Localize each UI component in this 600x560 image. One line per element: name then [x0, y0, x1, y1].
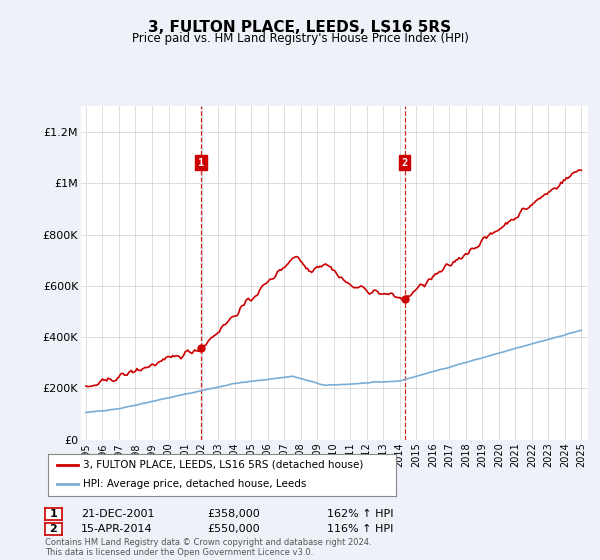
Text: 162% ↑ HPI: 162% ↑ HPI — [327, 509, 394, 519]
Text: £550,000: £550,000 — [207, 524, 260, 534]
Text: Contains HM Land Registry data © Crown copyright and database right 2024.
This d: Contains HM Land Registry data © Crown c… — [45, 538, 371, 557]
Text: 2: 2 — [401, 158, 407, 168]
Text: 1: 1 — [198, 158, 204, 168]
Text: £358,000: £358,000 — [207, 509, 260, 519]
Text: HPI: Average price, detached house, Leeds: HPI: Average price, detached house, Leed… — [83, 479, 306, 489]
Text: 3, FULTON PLACE, LEEDS, LS16 5RS: 3, FULTON PLACE, LEEDS, LS16 5RS — [148, 20, 452, 35]
Text: 2: 2 — [50, 524, 57, 534]
Text: 116% ↑ HPI: 116% ↑ HPI — [327, 524, 394, 534]
Text: 15-APR-2014: 15-APR-2014 — [81, 524, 152, 534]
Text: Price paid vs. HM Land Registry's House Price Index (HPI): Price paid vs. HM Land Registry's House … — [131, 32, 469, 45]
Text: 3, FULTON PLACE, LEEDS, LS16 5RS (detached house): 3, FULTON PLACE, LEEDS, LS16 5RS (detach… — [83, 460, 363, 470]
Text: 1: 1 — [50, 509, 57, 519]
Text: 21-DEC-2001: 21-DEC-2001 — [81, 509, 155, 519]
